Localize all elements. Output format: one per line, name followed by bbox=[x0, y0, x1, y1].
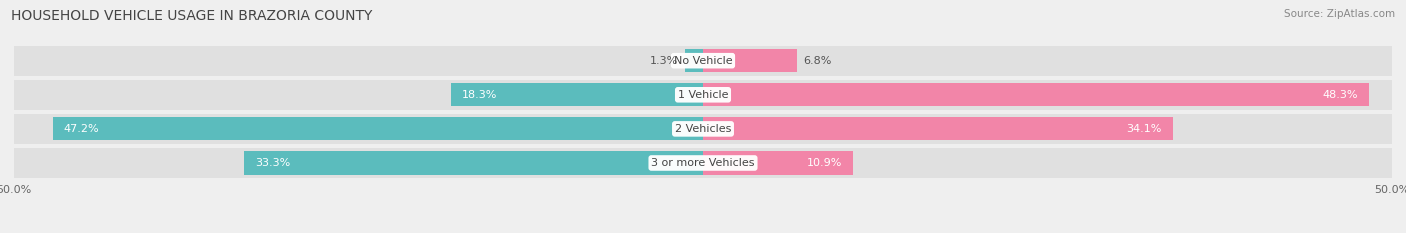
Bar bbox=[14, 148, 1392, 178]
Text: 47.2%: 47.2% bbox=[63, 124, 100, 134]
Bar bbox=[14, 114, 1392, 144]
Bar bbox=[451, 83, 703, 106]
Text: 1 Vehicle: 1 Vehicle bbox=[678, 90, 728, 100]
Text: 34.1%: 34.1% bbox=[1126, 124, 1161, 134]
Bar bbox=[703, 117, 1173, 140]
Legend: Owner-occupied, Renter-occupied: Owner-occupied, Renter-occupied bbox=[581, 230, 825, 233]
Bar bbox=[52, 117, 703, 140]
Text: Source: ZipAtlas.com: Source: ZipAtlas.com bbox=[1284, 9, 1395, 19]
Text: 10.9%: 10.9% bbox=[807, 158, 842, 168]
Bar bbox=[703, 83, 1368, 106]
Bar bbox=[703, 49, 797, 72]
Text: 1.3%: 1.3% bbox=[650, 56, 678, 66]
Text: 33.3%: 33.3% bbox=[254, 158, 291, 168]
Text: HOUSEHOLD VEHICLE USAGE IN BRAZORIA COUNTY: HOUSEHOLD VEHICLE USAGE IN BRAZORIA COUN… bbox=[11, 9, 373, 23]
Text: 6.8%: 6.8% bbox=[804, 56, 832, 66]
Bar bbox=[14, 80, 1392, 110]
Bar bbox=[685, 49, 703, 72]
Bar bbox=[703, 151, 853, 175]
Bar bbox=[245, 151, 703, 175]
Text: No Vehicle: No Vehicle bbox=[673, 56, 733, 66]
Text: 3 or more Vehicles: 3 or more Vehicles bbox=[651, 158, 755, 168]
Bar bbox=[14, 46, 1392, 76]
Text: 48.3%: 48.3% bbox=[1322, 90, 1358, 100]
Text: 2 Vehicles: 2 Vehicles bbox=[675, 124, 731, 134]
Text: 18.3%: 18.3% bbox=[461, 90, 498, 100]
